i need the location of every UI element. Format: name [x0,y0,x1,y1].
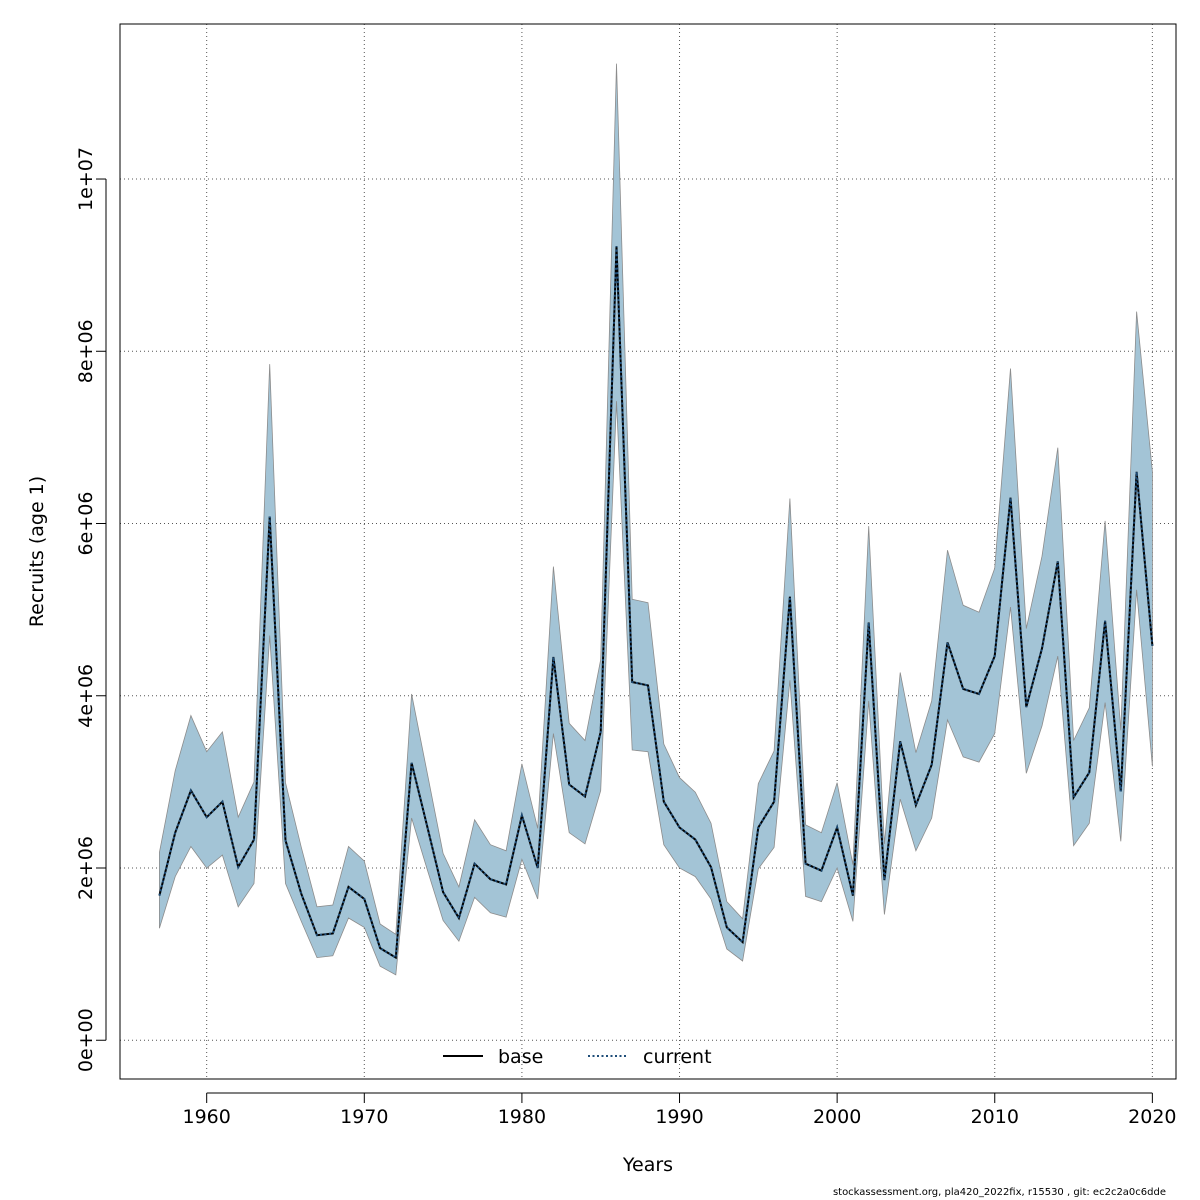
x-tick-label: 2010 [971,1106,1019,1128]
x-tick-label: 1960 [183,1106,231,1128]
series-lines [158,246,1154,960]
x-tick-label: 1970 [340,1106,388,1128]
y-tick-label: 2e+06 [75,836,97,900]
footer-credit: stockassessment.org, pla420_2022fix, r15… [832,1187,1166,1198]
legend-label-base: base [498,1046,543,1068]
x-tick-label: 2020 [1128,1106,1176,1128]
confidence-band [158,63,1153,976]
confidence-band-area [158,63,1153,976]
legend-label-current: current [643,1046,712,1068]
plot-frame [119,23,1177,1080]
series-line-current [158,246,1154,960]
y-tick-label: 0e+00 [75,1008,97,1072]
y-tick-label: 6e+06 [75,492,97,556]
axes: 1960 1970 1980 1990 2000 2010 2020 0e+00 2e+06 4e… [75,147,1177,1128]
y-tick-label: 4e+06 [75,664,97,728]
x-axis-title: Years [622,1154,673,1176]
y-tick-label: 8e+06 [75,319,97,383]
legend: base current [443,1046,712,1068]
y-tick-label: 1e+07 [75,147,97,211]
x-tick-label: 1990 [655,1106,703,1128]
y-axis-title: Recruits (age 1) [26,476,48,627]
x-tick-label: 1980 [498,1106,546,1128]
x-tick-label: 2000 [813,1106,861,1128]
